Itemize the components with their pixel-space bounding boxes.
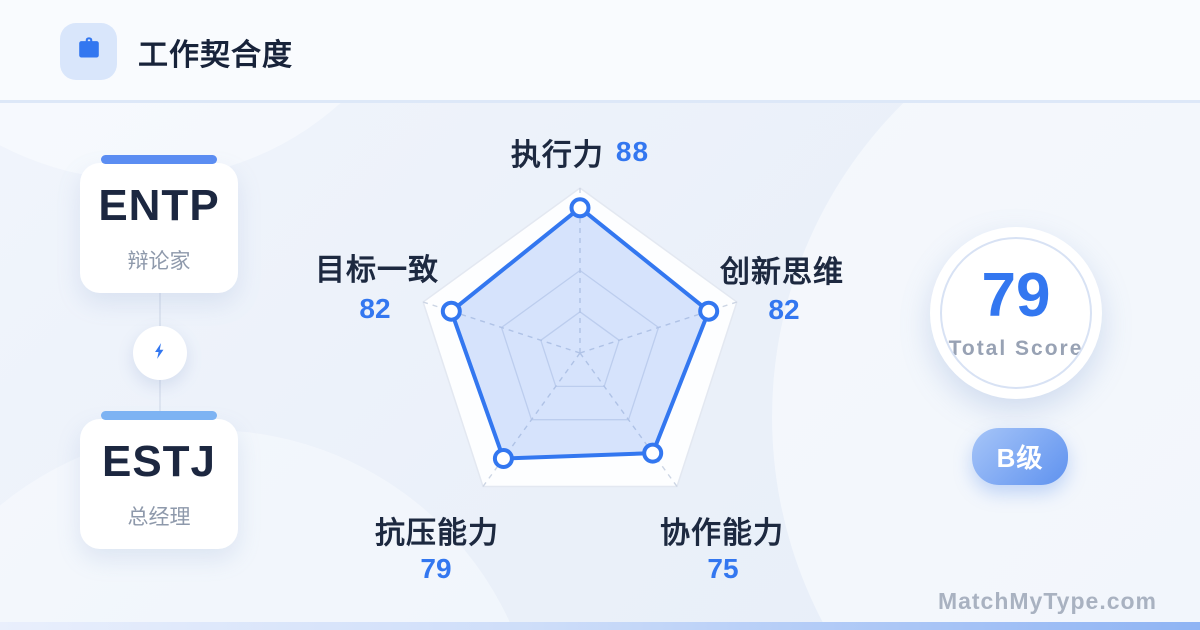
axis-value-collaboration: 75 bbox=[707, 553, 739, 584]
radar-data-markers bbox=[440, 197, 720, 469]
axis-value-innovation: 82 bbox=[768, 294, 800, 325]
axis-value-goal: 82 bbox=[359, 293, 391, 324]
axis-label-goal: 目标一致 bbox=[315, 254, 439, 287]
total-score-circle: 79 Total Score bbox=[930, 227, 1102, 399]
card-accent-bar bbox=[101, 411, 217, 420]
grade-badge: B级 bbox=[972, 428, 1068, 485]
axis-value: 88 bbox=[615, 136, 650, 167]
radar-data-polygon bbox=[449, 205, 711, 461]
type-role: 总经理 bbox=[127, 506, 191, 529]
axis-label-text: 执行力 bbox=[510, 139, 604, 172]
score-ring bbox=[940, 237, 1092, 389]
radar-spokes bbox=[422, 188, 738, 487]
bottom-accent-strip bbox=[0, 622, 1200, 630]
type-card-estj: ESTJ 总经理 bbox=[80, 411, 238, 549]
type-code: ENTP bbox=[98, 181, 220, 230]
radar-chart bbox=[422, 187, 738, 488]
briefcase-icon-box bbox=[60, 23, 117, 80]
type-code: ESTJ bbox=[101, 437, 217, 486]
header: 工作契合度 bbox=[0, 0, 1200, 103]
axis-label-collaboration: 协作能力 bbox=[660, 517, 784, 550]
axis-value-stress: 79 bbox=[420, 553, 452, 584]
card-accent-bar bbox=[101, 155, 217, 164]
vs-circle bbox=[133, 326, 187, 380]
type-card-entp: ENTP 辩论家 bbox=[80, 155, 238, 293]
type-role: 辩论家 bbox=[127, 250, 191, 273]
watermark: MatchMyType.com bbox=[937, 588, 1157, 614]
radar-grid bbox=[422, 187, 738, 488]
axis-label-stress: 抗压能力 bbox=[375, 517, 499, 550]
briefcase-icon bbox=[75, 35, 103, 68]
lightning-icon bbox=[151, 342, 169, 365]
axis-label-innovation: 创新思维 bbox=[720, 256, 844, 289]
page-title: 工作契合度 bbox=[138, 38, 293, 72]
axis-label-execution: 执行力 88 bbox=[511, 130, 649, 174]
